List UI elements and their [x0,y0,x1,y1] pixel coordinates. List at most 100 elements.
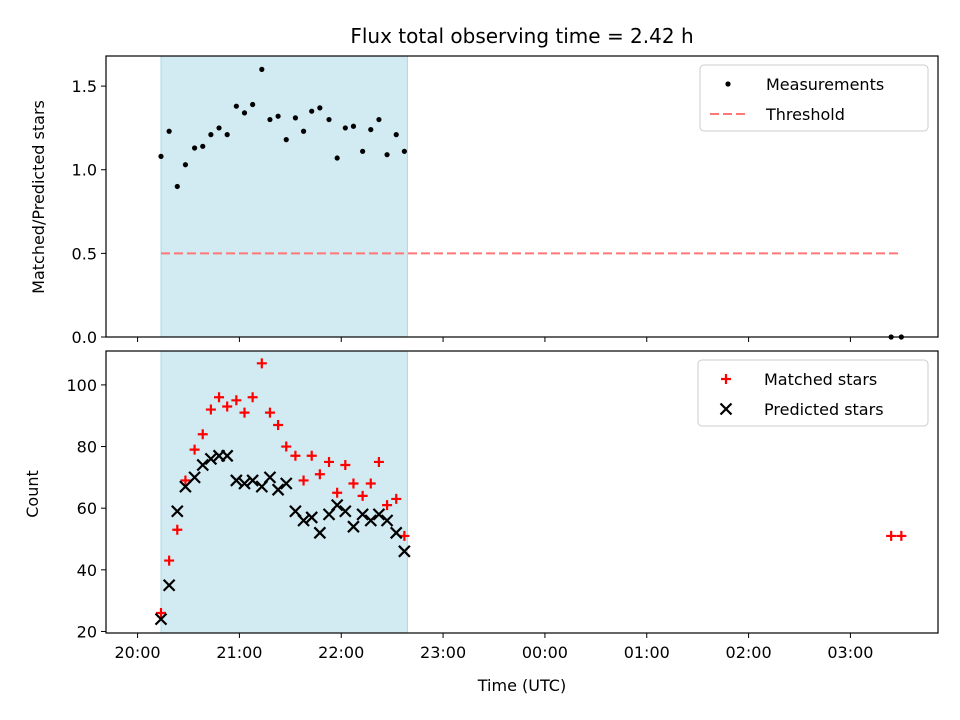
measurement-point [275,113,281,119]
matched-star-point [314,469,325,480]
count-legend: Matched stars Predicted stars [697,359,929,427]
ratio-legend-label: Measurements [766,75,884,94]
x-tick-label: 01:00 [624,643,670,662]
matched-star-point [373,456,384,467]
predicted-star-point [372,508,386,521]
x-axis-label: Time (UTC) [477,676,566,695]
x-tick-label: 00:00 [522,643,568,662]
legend-measurements-marker [725,81,731,87]
x-tick-label: 21:00 [216,643,262,662]
predicted-star-point [356,508,369,521]
matched-star-point [290,450,301,461]
measurement-point [267,116,273,123]
matched-star-point [231,395,242,406]
matched-star-point [189,444,200,455]
matched-star-point [239,407,250,418]
x-tick-label: 22:00 [318,643,364,662]
measurement-point [334,155,340,161]
predicted-star-point [204,452,218,466]
x-tick-label: 02:00 [726,643,772,662]
matched-star-point [197,429,208,440]
predicted-star-point [230,474,243,487]
ratio-legend-label: Threshold [765,105,845,124]
measurement-point [158,153,164,159]
predicted-star-point [389,526,403,540]
measurement-point [376,116,382,123]
legend-predicted-marker [719,402,733,416]
count-legend-box [697,359,929,427]
measurement-point [401,148,407,154]
measurement-point [200,143,206,149]
predicted-star-point [364,514,378,527]
measurement-point [216,125,222,131]
predicted-star-point [297,514,310,527]
measurement-point [233,103,239,109]
matched-star-point [886,530,897,541]
ratio-observing-window [160,55,408,338]
ratio-legend: Measurements Threshold [699,64,929,132]
measurement-point [191,145,198,151]
matched-star-point [382,500,393,511]
count-y-tick-label: 60 [77,499,97,518]
measurement-point [174,183,180,190]
predicted-star-point [305,511,318,524]
matched-star-point [205,404,216,415]
count-y-axis-label: Count [23,470,42,518]
count-y-tick-label: 40 [77,561,97,580]
measurement-point [224,132,230,138]
x-tick-label: 20:00 [115,643,161,662]
matched-star-point [214,392,225,403]
matched-star-point [247,392,258,403]
measurement-point [350,123,357,129]
count-observing-window [160,350,408,634]
matched-star-point [298,475,309,486]
measurement-point [283,137,289,143]
measurement-point [166,128,172,134]
matched-star-point [180,475,191,486]
matched-star-point [896,530,907,541]
measurement-point [368,126,374,133]
matched-star-point [332,487,343,498]
count-series-0 [155,358,907,618]
measurement-point [250,101,256,108]
measurement-point [342,125,348,131]
matched-star-point [164,555,175,566]
count-panel: 20 40 60 80 100 20:00 21:00 22:00 23:00 00:00 01:0… [66,350,939,662]
matched-star-point [222,401,233,412]
count-series-1 [154,449,411,626]
measurement-point [292,115,299,121]
matched-star-point [365,478,376,489]
matched-star-point [324,456,335,467]
predicted-star-point [220,449,234,463]
predicted-star-point [263,471,277,484]
matched-star-point [391,493,402,504]
predicted-star-point [339,504,352,518]
count-axes-frame [105,350,939,634]
chart-title: Flux total observing time = 2.42 h [350,24,693,48]
ratio-y-tick-label: 0.0 [72,328,97,347]
matched-star-point [172,524,183,535]
predicted-star-point [162,578,176,592]
measurement-point [326,116,332,123]
matched-star-point [357,490,368,501]
predicted-star-point [188,471,201,484]
matched-star-point [155,607,166,618]
predicted-star-point [179,480,192,493]
predicted-star-point [398,545,411,558]
ratio-y-tick-label: 0.5 [72,244,97,263]
matched-star-point [340,460,351,471]
ratio-y-tick-label: 1.5 [72,77,97,96]
ratio-axes-frame [105,55,939,338]
measurement-point [384,152,390,158]
matched-star-point [281,441,292,452]
predicted-star-point [347,520,360,533]
measurement-point [309,108,315,114]
measurement-point [360,148,366,154]
ratio-y-tick-label: 1.0 [72,161,97,180]
matched-star-point [273,419,284,430]
count-y-tick-label: 100 [66,376,97,395]
matched-star-point [306,450,317,461]
measurement-point [182,162,189,168]
predicted-star-point [313,526,327,540]
